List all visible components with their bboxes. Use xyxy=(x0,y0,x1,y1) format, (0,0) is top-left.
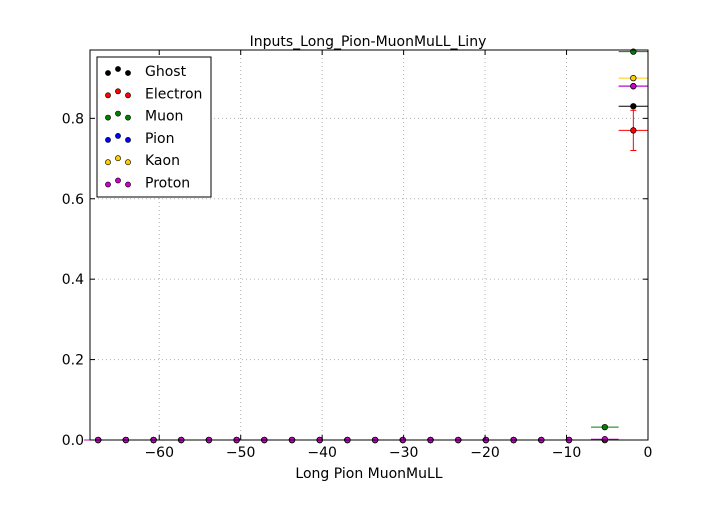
legend-label-electron: Electron xyxy=(145,86,202,102)
legend: Ghost Electron Muon Pion Kaon Proton xyxy=(96,56,212,198)
legend-marker-electron xyxy=(125,92,131,99)
legend-box xyxy=(96,56,212,198)
legend-label-proton: Proton xyxy=(145,176,190,192)
legend-marker-proton xyxy=(115,177,121,184)
point-ghost xyxy=(618,103,648,110)
x-tick-label: −10 xyxy=(552,445,582,461)
legend-marker-kaon xyxy=(115,155,121,162)
y-tick-label: 0.6 xyxy=(62,192,84,208)
legend-marker-ghost xyxy=(105,70,111,76)
legend-marker-muon xyxy=(125,114,131,121)
x-tick-label: 0 xyxy=(644,445,653,461)
x-tick-label: −60 xyxy=(144,445,174,461)
point-kaon xyxy=(618,74,648,82)
point-kaon-marker xyxy=(630,74,637,82)
point-muon xyxy=(590,423,619,431)
legend-marker-electron xyxy=(115,88,121,95)
x-tick-label: −30 xyxy=(389,445,419,461)
point-ghost-marker xyxy=(630,103,637,110)
ticks: −60 −50 −40 −30 −20 −10 0 0.0 0.2 0.4 0.6 0.8 xyxy=(62,50,653,461)
legend-marker-ghost xyxy=(125,70,131,76)
legend-marker-muon xyxy=(105,114,111,121)
legend-marker-proton xyxy=(125,181,131,188)
legend-label-kaon: Kaon xyxy=(145,153,180,169)
point-proton xyxy=(618,83,648,90)
y-tick-label: 0.8 xyxy=(62,111,84,127)
legend-marker-kaon xyxy=(105,159,111,166)
point-electron xyxy=(618,109,648,152)
legend-marker-pion xyxy=(105,136,111,143)
point-proton-marker xyxy=(601,436,608,443)
point-electron-marker xyxy=(630,127,637,134)
x-tick-label: −20 xyxy=(470,445,500,461)
x-tick-label: −40 xyxy=(307,445,337,461)
y-tick-label: 0.0 xyxy=(62,433,84,449)
y-tick-label: 0.4 xyxy=(62,272,84,288)
legend-marker-pion xyxy=(125,136,131,143)
legend-label-pion: Pion xyxy=(145,131,174,147)
legend-marker-ghost xyxy=(115,66,121,72)
legend-marker-electron xyxy=(105,92,111,99)
legend-marker-pion xyxy=(115,132,121,139)
point-proton-marker xyxy=(630,83,637,90)
plot-frame xyxy=(89,49,649,441)
legend-marker-kaon xyxy=(125,159,131,166)
chart-title: Inputs_Long_Pion-MuonMuLL_Liny xyxy=(250,34,487,50)
legend-marker-muon xyxy=(115,110,121,117)
x-axis-label: Long Pion MuonMuLL xyxy=(295,466,442,482)
y-tick-label: 0.2 xyxy=(62,353,84,369)
point-proton xyxy=(590,436,619,443)
legend-label-muon: Muon xyxy=(145,109,183,125)
legend-label-ghost: Ghost xyxy=(145,64,187,80)
legend-marker-proton xyxy=(105,181,111,188)
x-tick-label: −50 xyxy=(226,445,256,461)
point-muon-marker xyxy=(601,423,608,431)
